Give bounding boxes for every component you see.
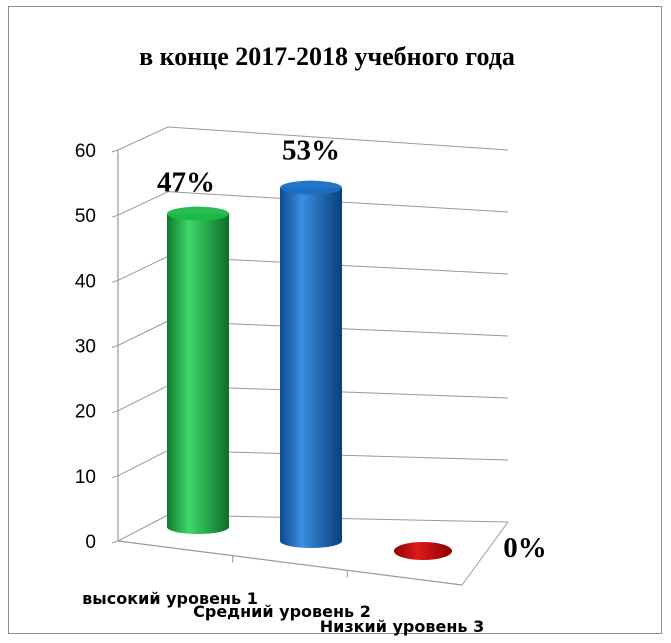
x-category-label-2: Средний уровень 2 (193, 602, 371, 621)
y-tick-mark (111, 410, 119, 414)
bar-2-top (280, 180, 342, 195)
data-label-1: 47% (157, 167, 215, 199)
y-tick-label: 0 (85, 532, 96, 553)
y-tick-mark (111, 475, 119, 479)
y-tick-label: 30 (75, 337, 96, 358)
y-tick-mark (111, 149, 119, 153)
y-tick-mark (111, 214, 119, 218)
gridline-side (117, 191, 169, 216)
x-category-label-3: Низкий уровень 3 (320, 617, 484, 636)
floor-right-edge (461, 521, 509, 586)
y-tick-label: 10 (75, 467, 96, 488)
bar-1-top (167, 206, 229, 221)
gridline-side (117, 320, 169, 346)
y-tick-label: 40 (75, 271, 96, 292)
chart-title: в конце 2017-2018 учебного года (139, 42, 515, 71)
x-axis (117, 540, 463, 586)
y-tick-mark (111, 279, 119, 283)
y-tick-label: 50 (75, 206, 96, 227)
gridline-side (117, 449, 169, 477)
bar-2-body (280, 187, 342, 548)
y-tick-label: 60 (75, 141, 96, 162)
gridline-side (117, 255, 169, 281)
y-tick-label: 20 (75, 402, 96, 423)
y-tick-mark (111, 540, 119, 544)
bar-1-body (167, 213, 229, 534)
x-category-label-1: высокий уровень 1 (82, 589, 258, 608)
data-label-2: 53% (282, 135, 340, 167)
gridline (167, 126, 509, 151)
gridline-side (117, 514, 169, 542)
y-tick-mark (111, 345, 119, 348)
gridline-side (117, 385, 169, 412)
gridline-side (117, 126, 169, 151)
bar-3-disc (394, 542, 452, 560)
data-label-3: 0% (503, 532, 547, 564)
